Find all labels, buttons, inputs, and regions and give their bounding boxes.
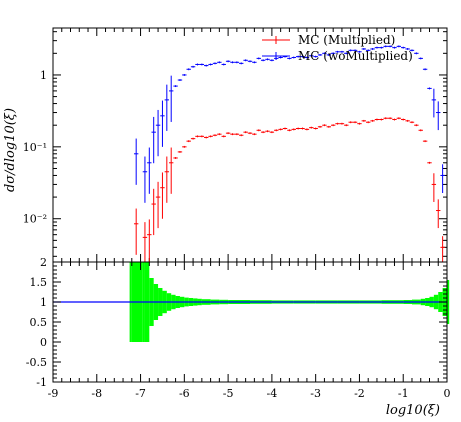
series-womultiplied bbox=[133, 45, 445, 203]
x-tick-label: -8 bbox=[91, 387, 102, 400]
x-tick-label: -9 bbox=[48, 387, 59, 400]
x-tick-label: -3 bbox=[310, 387, 321, 400]
x-tick-label: -1 bbox=[398, 387, 409, 400]
x-tick-label: -4 bbox=[267, 387, 278, 400]
y-tick-label-ratio: 0.5 bbox=[30, 316, 48, 329]
main-frame bbox=[52, 27, 448, 263]
x-tick-label: 0 bbox=[444, 387, 451, 400]
y-tick-label-ratio: -1 bbox=[36, 376, 47, 389]
y-tick-label-main: 1 bbox=[40, 69, 47, 82]
x-tick-label: -2 bbox=[354, 387, 365, 400]
y-axis-title: dσ/dlog10(ξ) bbox=[3, 108, 18, 192]
y-tick-label-main: 10⁻¹ bbox=[23, 141, 47, 154]
y-tick-label-ratio: 2 bbox=[40, 256, 47, 269]
series-multiplied bbox=[133, 117, 445, 262]
ratio-panel: -9 -8 -7 -6 -5 -4 -3 -2 -1 0 -1 -0.5 0 0.5 1 1.5 2 bbox=[26, 256, 451, 400]
legend-label-womultiplied: MC (woMultiplied) bbox=[298, 49, 413, 63]
x-axis-title: log10(ξ) bbox=[386, 403, 440, 418]
y-tick-label-main: 10⁻² bbox=[23, 213, 47, 226]
ratio-band-bin bbox=[447, 280, 450, 324]
ratio-frame bbox=[52, 261, 448, 383]
y-tick-label-ratio: 1.5 bbox=[30, 276, 48, 289]
x-tick-label: -5 bbox=[223, 387, 234, 400]
main-panel: 10⁻² 10⁻¹ 1 bbox=[23, 27, 448, 263]
y-tick-label-ratio: -0.5 bbox=[26, 356, 47, 369]
x-tick-label: -7 bbox=[135, 387, 146, 400]
y-tick-label-ratio: 0 bbox=[40, 336, 47, 349]
y-tick-label-ratio: 1 bbox=[40, 296, 47, 309]
legend: MC (Multiplied) MC (woMultiplied) bbox=[262, 33, 413, 63]
legend-label-multiplied: MC (Multiplied) bbox=[298, 33, 395, 47]
x-tick-label: -6 bbox=[179, 387, 190, 400]
